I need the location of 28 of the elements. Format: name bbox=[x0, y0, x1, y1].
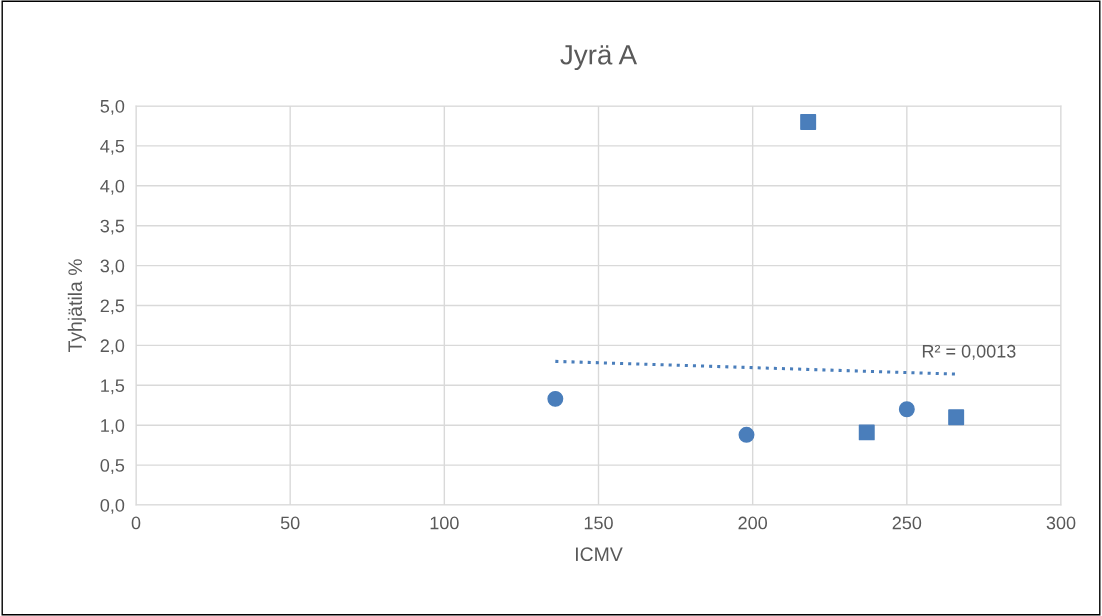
x-axis-title: ICMV bbox=[575, 547, 623, 562]
chart-title: Jyrä A bbox=[560, 45, 638, 71]
y-tick-label: 3,0 bbox=[100, 259, 125, 275]
y-axis-title: Tyhjätila % bbox=[67, 259, 86, 353]
x-tick-label: 150 bbox=[584, 516, 613, 530]
point bbox=[858, 424, 875, 441]
point bbox=[547, 390, 564, 407]
y-tick-label: 4,0 bbox=[100, 179, 125, 195]
y-tick-label: 2,5 bbox=[100, 299, 125, 315]
y-tick-label: 4,5 bbox=[100, 140, 125, 155]
y-tick-label: 1,0 bbox=[101, 419, 125, 435]
point bbox=[948, 409, 965, 426]
point bbox=[800, 113, 817, 130]
y-tick-label: 1,5 bbox=[101, 379, 125, 395]
y-tick-label: 0,0 bbox=[100, 498, 125, 514]
x-tick-label: 300 bbox=[1046, 516, 1076, 530]
point bbox=[738, 426, 755, 443]
x-tick-label: 250 bbox=[892, 516, 922, 530]
x-tick-label: 200 bbox=[738, 516, 768, 530]
point bbox=[898, 401, 915, 418]
x-tick-label: 0 bbox=[131, 516, 141, 530]
annotation: R² = 0,0013 bbox=[922, 344, 1016, 360]
x-tick-label: 50 bbox=[280, 516, 300, 530]
y-tick-label: 0,5 bbox=[100, 459, 125, 474]
y-tick-label: 5,0 bbox=[100, 99, 125, 115]
y-tick-label: 2,0 bbox=[100, 339, 125, 355]
y-tick-label: 3,5 bbox=[100, 219, 125, 235]
x-tick-label: 100 bbox=[430, 516, 459, 530]
